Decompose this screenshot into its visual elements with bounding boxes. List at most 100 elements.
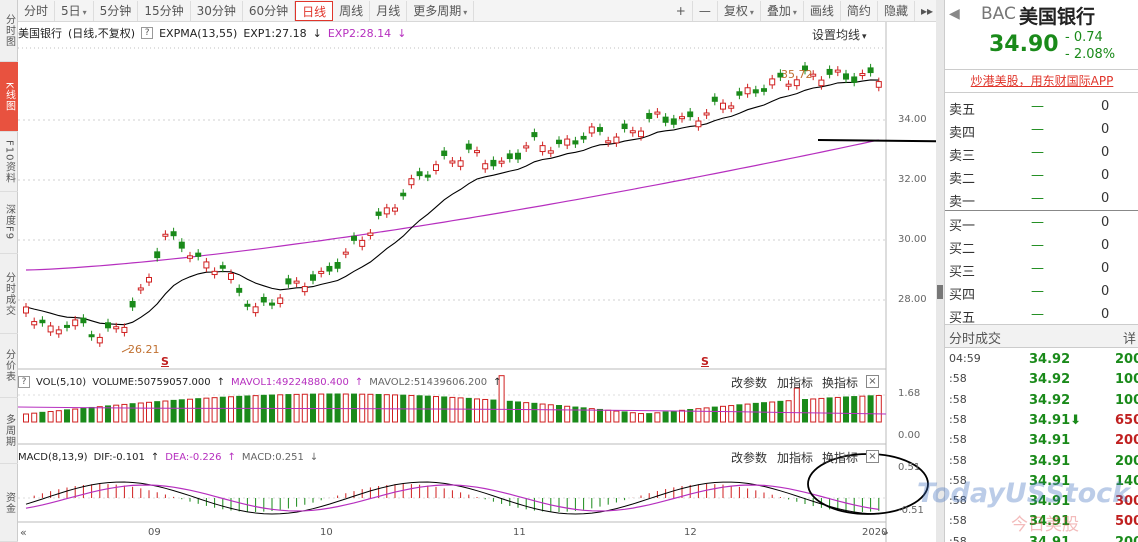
volume-bar <box>375 393 382 423</box>
trade-time: :58 <box>949 433 967 447</box>
volume-bar <box>523 402 530 423</box>
price-tick: 34.00 <box>898 114 927 125</box>
swap-indicator-button[interactable]: 换指标 <box>822 376 859 390</box>
close-icon[interactable]: × <box>866 375 879 388</box>
candle-body <box>88 334 95 338</box>
tab-f10[interactable]: F10资料 <box>0 132 18 192</box>
tab-intraday[interactable]: 分时图 <box>0 0 18 62</box>
candle-body <box>490 159 497 167</box>
volume-bar <box>711 406 718 423</box>
trade-volume: 200 <box>1115 433 1138 449</box>
x-tick: 09 <box>148 527 161 538</box>
candle-body <box>597 127 603 132</box>
ad-link[interactable]: 炒港美股，用东财国际APP <box>945 69 1138 93</box>
toolbar-button-1[interactable]: — <box>693 0 718 21</box>
tab-depth[interactable]: 深度F9 <box>0 192 18 254</box>
tab-price-table[interactable]: 分价表 <box>0 334 18 398</box>
toolbar-button-2[interactable]: 复权 ▾ <box>718 0 761 21</box>
volume-bar <box>564 405 571 423</box>
trade-row: :58 34.92 100 <box>945 370 1138 390</box>
trades-detail-button[interactable]: 详 <box>1123 332 1137 347</box>
trade-price: 34.91⬇ <box>1029 412 1082 428</box>
tab-funds[interactable]: 资金 <box>0 464 18 542</box>
toolbar-button-4[interactable]: 画线 <box>804 0 841 21</box>
trade-time: :58 <box>949 514 967 528</box>
volume-bar <box>39 411 46 423</box>
toolbar-button-0[interactable]: + <box>670 0 693 21</box>
volume-bar <box>580 407 587 423</box>
period-tab-4[interactable]: 30分钟 <box>191 0 243 21</box>
volume-bar <box>236 395 243 423</box>
close-icon[interactable]: × <box>866 450 879 463</box>
price-change: - 0.74 <box>1065 30 1103 45</box>
scroll-left-icon[interactable]: « <box>20 526 27 539</box>
back-arrow-icon[interactable]: ◀ <box>949 6 960 22</box>
volume-bar <box>531 402 538 423</box>
collapse-handle-icon[interactable] <box>937 285 943 299</box>
volume-bar <box>72 408 79 423</box>
volume-bar <box>47 411 54 423</box>
indicator-info-bar: 美国银行 (日线,不复权) ? EXPMA(13,55) EXP1:27.18 … <box>18 24 878 42</box>
exp2-arrow-icon: ↓ <box>397 26 407 40</box>
toolbar-button-3[interactable]: 叠加 ▾ <box>761 0 804 21</box>
volume-bar <box>802 399 808 423</box>
candle-body <box>260 296 267 303</box>
candle-body <box>121 326 128 333</box>
candle-body <box>613 136 620 144</box>
add-indicator-button[interactable]: 加指标 <box>777 451 814 465</box>
vol-label[interactable]: VOL(5,10) <box>36 376 87 388</box>
last-price: 34.90 <box>989 32 1059 57</box>
tab-multi-period[interactable]: 多周期 <box>0 398 18 464</box>
change-params-button[interactable]: 改参数 <box>731 451 768 465</box>
scroll-right-icon[interactable]: » <box>882 526 889 539</box>
volume-bar <box>687 408 694 423</box>
period-tab-7[interactable]: 周线 <box>333 0 371 21</box>
volume-bar <box>728 405 735 423</box>
macd-label[interactable]: MACD(8,13,9) <box>18 451 88 463</box>
candle-body <box>736 91 743 96</box>
vol-tick: 1.68 <box>898 388 921 399</box>
period-tab-3[interactable]: 15分钟 <box>138 0 191 21</box>
vertical-divider[interactable] <box>936 0 944 542</box>
macd-header: MACD(8,13,9) DIF:-0.101 ↑ DEA:-0.226 ↑ M… <box>18 449 324 465</box>
volume-bar <box>326 393 333 423</box>
candle-body <box>793 79 800 87</box>
candle-body <box>244 303 251 307</box>
period-tab-5[interactable]: 60分钟 <box>243 0 296 21</box>
candle-body <box>695 120 702 128</box>
period-tab-1[interactable]: 5日 ▾ <box>55 0 94 21</box>
tab-trades[interactable]: 分时成交 <box>0 254 18 334</box>
volume-bar <box>826 397 833 423</box>
orderbook-price: — <box>1031 191 1044 206</box>
toolbar-button-6[interactable]: 隐藏 <box>878 0 915 21</box>
volume-bar <box>465 397 472 423</box>
chart-canvas[interactable] <box>18 22 936 542</box>
trade-volume: 1400 <box>1115 473 1138 489</box>
left-tab-bar: 分时图 K线图 F10资料 深度F9 分时成交 分价表 多周期 资金 <box>0 0 18 542</box>
candle-body <box>23 306 29 314</box>
candle-body <box>818 79 825 87</box>
add-indicator-button[interactable]: 加指标 <box>777 376 814 390</box>
candle-body <box>219 265 226 269</box>
change-params-button[interactable]: 改参数 <box>731 376 768 390</box>
help-icon[interactable]: ? <box>141 27 154 39</box>
period-tab-8[interactable]: 月线 <box>370 0 408 21</box>
candle-body <box>679 116 685 120</box>
period-tab-6[interactable]: 日线 <box>295 0 334 21</box>
swap-indicator-button[interactable]: 换指标 <box>822 451 859 465</box>
toolbar-button-5[interactable]: 简约 <box>841 0 878 21</box>
candle-body <box>228 273 234 280</box>
volume-bar <box>334 393 341 423</box>
candle-body <box>769 78 776 86</box>
tab-kline[interactable]: K线图 <box>0 62 18 132</box>
period-tab-0[interactable]: 分时 <box>18 0 56 21</box>
trade-price: 34.91 <box>1029 514 1071 530</box>
period-tab-2[interactable]: 5分钟 <box>94 0 139 21</box>
help-icon[interactable]: ? <box>18 376 30 388</box>
volume-bar <box>228 396 234 423</box>
volume-bar <box>547 404 554 423</box>
set-ma-button[interactable]: 设置均线 ▾ <box>812 28 867 42</box>
period-tab-9[interactable]: 更多周期 ▾ <box>407 0 475 21</box>
expma-label[interactable]: EXPMA(13,55) <box>159 26 238 40</box>
